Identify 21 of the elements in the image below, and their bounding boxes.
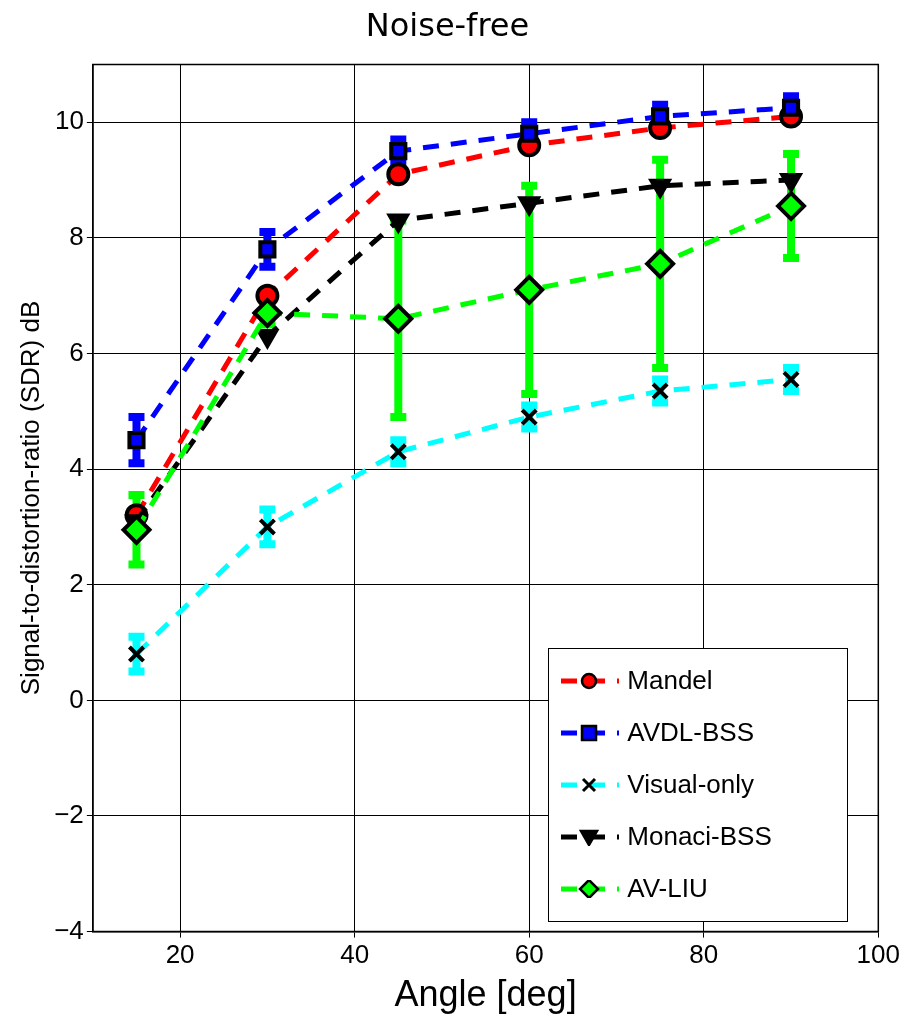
legend-label: Monaci-BSS <box>627 821 772 853</box>
y-tick-label: 0 <box>69 683 84 714</box>
legend-label: AVDL-BSS <box>627 717 754 749</box>
y-tick-label: −2 <box>54 799 84 830</box>
y-tick-label: 8 <box>69 221 84 252</box>
chart-title: Noise-free <box>365 5 530 44</box>
y-axis-title: Signal-to-distortion-ratio (SDR) dB <box>14 300 45 696</box>
y-tick-label: 2 <box>69 567 84 598</box>
x-tick-label: 60 <box>514 939 544 970</box>
legend-label: AV-LIU <box>627 873 708 905</box>
x-axis-title: Angle [deg] <box>394 973 577 1015</box>
x-tick-label: 100 <box>856 939 901 970</box>
legend-label: Visual-only <box>627 769 754 801</box>
y-tick-label: 10 <box>54 105 84 136</box>
x-tick-label: 20 <box>165 939 195 970</box>
y-tick-label: 4 <box>69 452 84 483</box>
legend-label: Mandel <box>627 665 713 697</box>
x-tick-label: 40 <box>340 939 370 970</box>
y-tick-label: 6 <box>69 336 84 367</box>
y-tick-label: −4 <box>54 914 84 945</box>
x-tick-label: 80 <box>689 939 719 970</box>
